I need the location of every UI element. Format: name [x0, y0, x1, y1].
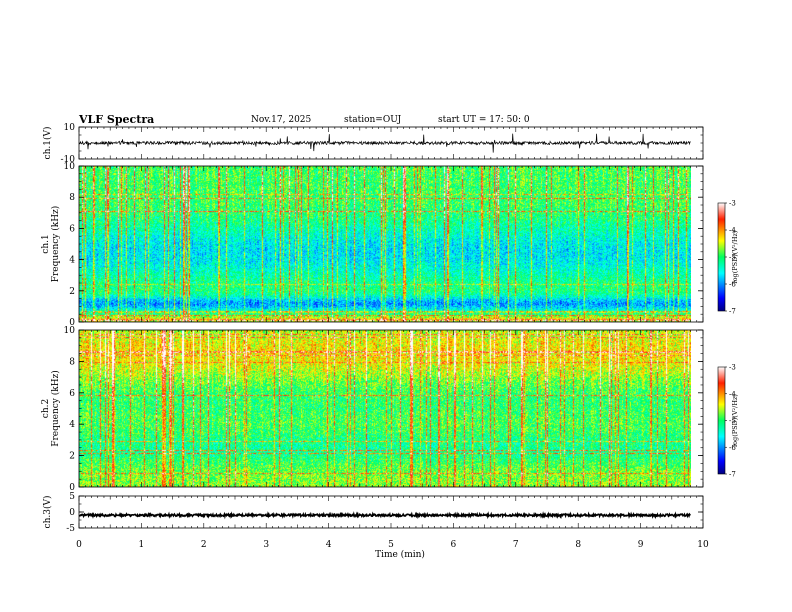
ch2-spectrogram-ylabel-channel: ch.2 [41, 399, 51, 418]
ch2-spectrogram-colorbar-tick-label: -6 [729, 444, 736, 452]
ch1-spectrogram-colorbar-label: log(PSD)(V²/Hz) [731, 230, 739, 283]
ch1-spectrogram-colorbar: -3 -4 -5 -6 -7 log(PSD)(V²/Hz) [717, 200, 739, 316]
ch2-spectrogram-ytick-label: 10 [64, 326, 76, 336]
ch2-spectrogram-colorbar-tick-label: -3 [729, 364, 736, 372]
ch1-waveform-ytick-label: -10 [61, 155, 76, 165]
ch2-spectrogram-colorbar-tick-label: -7 [729, 471, 736, 479]
ch2-spectrogram-ytick-label: 8 [69, 357, 75, 367]
ch1-spectrogram-ylabel-channel: ch.1 [41, 234, 51, 253]
ch3-waveform-ytick-label: -5 [66, 524, 75, 534]
ch1-spectrogram-ytick-label: 6 [69, 224, 75, 234]
ch3-waveform-ytick-label: 5 [69, 492, 75, 502]
ch1-spectrogram-colorbar-tick-label: -4 [729, 227, 736, 235]
ch1-waveform-trace [79, 133, 691, 153]
x-tick-label: 4 [326, 540, 332, 550]
x-tick-label: 3 [263, 540, 269, 550]
x-tick-label: 9 [638, 540, 644, 550]
ch3-waveform-trace [79, 511, 691, 520]
ch1-waveform-ytick-label: 10 [64, 123, 76, 133]
ch1-spectrogram-panel: 0 2 4 6 8 10 ch.1 Frequency (kHz) [41, 162, 704, 328]
ch1-spectrogram-colorbar-scale [717, 202, 726, 312]
x-tick-label: 5 [388, 540, 394, 550]
ch3-waveform-ylabel: ch.3(V) [42, 496, 53, 529]
ch1-spectrogram-image [79, 166, 691, 322]
ch1-spectrogram-colorbar-tick-label: -3 [729, 200, 736, 208]
ch1-waveform-panel: 10 -10 ch.1(V) [42, 123, 704, 165]
ch2-spectrogram-ytick-label: 2 [69, 452, 75, 462]
ch1-spectrogram-ytick-label: 8 [69, 193, 75, 203]
figure-title: VLF Spectra [79, 113, 155, 126]
ch2-spectrogram-image [79, 330, 691, 487]
ch2-spectrogram-colorbar-tick-label: -4 [729, 390, 736, 398]
ch2-spectrogram-colorbar-scale [717, 366, 726, 475]
ch1-spectrogram-ytick-label: 4 [69, 256, 75, 266]
ch2-spectrogram-panel: 0 2 4 6 8 10 ch.2 Frequency (kHz) [41, 326, 704, 493]
station-label: station=OUJ [344, 115, 402, 125]
x-tick-label: 10 [697, 540, 709, 550]
start-time-label: start UT = 17: 50: 0 [438, 115, 530, 125]
ch2-spectrogram-ytick-label: 6 [69, 389, 75, 399]
ch2-spectrogram-ytick-label: 0 [69, 483, 75, 493]
ch1-spectrogram-colorbar-tick-label: -7 [729, 308, 736, 316]
ch3-waveform-ytick-label: 0 [69, 508, 75, 518]
x-tick-label: 8 [575, 540, 581, 550]
ch1-spectrogram-ylabel-frequency: Frequency (kHz) [50, 206, 61, 283]
ch1-spectrogram-colorbar-tick-label: -6 [729, 281, 736, 289]
ch2-spectrogram-colorbar-tick-label: -5 [729, 417, 736, 425]
ch1-spectrogram-colorbar-tick-label: -5 [729, 254, 736, 262]
ch1-spectrogram-ytick-label: 10 [64, 162, 76, 172]
x-tick-label: 6 [451, 540, 457, 550]
date-label: Nov.17, 2025 [251, 115, 312, 125]
x-axis-label: Time (min) [375, 549, 425, 560]
ch1-spectrogram-ytick-label: 0 [69, 318, 75, 328]
ch3-waveform-panel: 5 0 -5 ch.3(V) [42, 492, 704, 534]
ch2-spectrogram-ylabel-frequency: Frequency (kHz) [50, 370, 61, 447]
x-tick-label: 0 [76, 540, 82, 550]
x-tick-label: 2 [201, 540, 207, 550]
ch2-spectrogram-colorbar: -3 -4 -5 -6 -7 log(PSD)(V²/Hz) [717, 364, 739, 479]
ch2-spectrogram-colorbar-label: log(PSD)(V²/Hz) [731, 394, 739, 447]
x-tick-label: 1 [139, 540, 145, 550]
x-tick-label: 7 [513, 540, 519, 550]
ch2-spectrogram-ytick-label: 4 [69, 420, 75, 430]
ch1-waveform-ylabel: ch.1(V) [42, 127, 53, 160]
ch1-spectrogram-ytick-label: 2 [69, 287, 75, 297]
